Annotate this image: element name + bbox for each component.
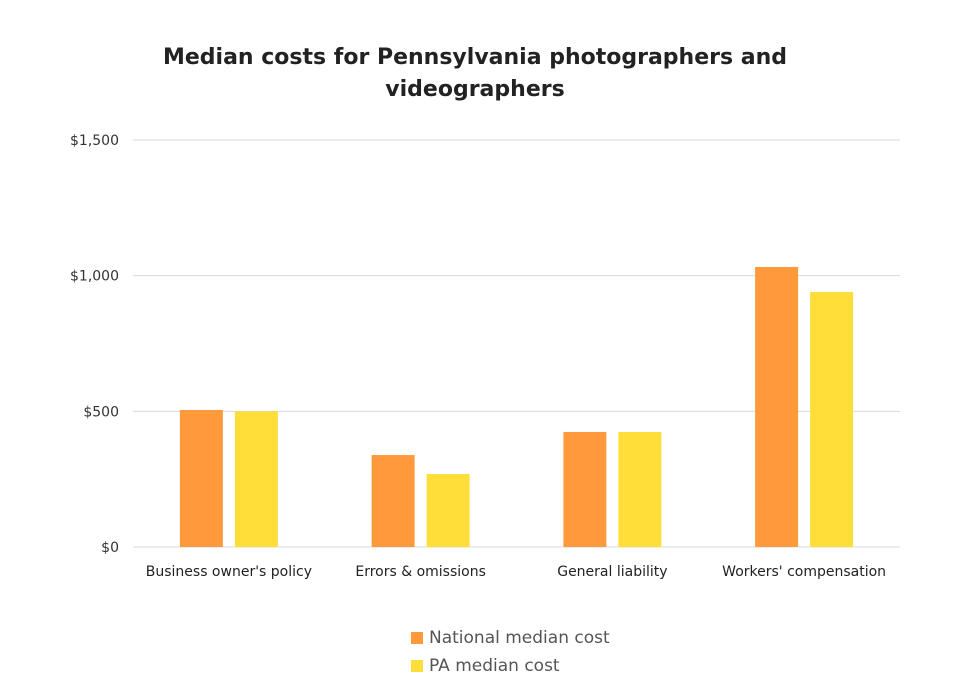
x-tick-label: Business owner's policy (146, 564, 312, 580)
legend-label-pa: PA median cost (429, 656, 560, 676)
chart-title: Median costs for Pennsylvania photograph… (162, 45, 787, 102)
y-tick-label: $1,000 (70, 269, 119, 285)
legend-swatch-national (411, 632, 423, 644)
bar-pa (810, 291, 854, 547)
bar-national (755, 266, 799, 547)
x-tick-label: General liability (557, 564, 667, 580)
bar-pa (426, 474, 470, 547)
x-tick-label: Errors & omissions (355, 564, 486, 580)
legend-swatch-pa (411, 660, 423, 672)
bar-national (563, 431, 607, 547)
bar-national (179, 409, 223, 547)
bar-pa (618, 431, 662, 547)
y-tick-label: $500 (83, 404, 119, 420)
legend-item-national: National median cost (411, 628, 610, 648)
x-tick-label: Workers' compensation (722, 564, 886, 580)
legend-item-pa: PA median cost (411, 656, 560, 676)
bar-national (371, 455, 415, 547)
y-tick-label: $1,500 (70, 133, 119, 149)
y-tick-label: $0 (101, 540, 119, 556)
bar-pa (234, 411, 278, 547)
legend-label-national: National median cost (429, 628, 610, 648)
